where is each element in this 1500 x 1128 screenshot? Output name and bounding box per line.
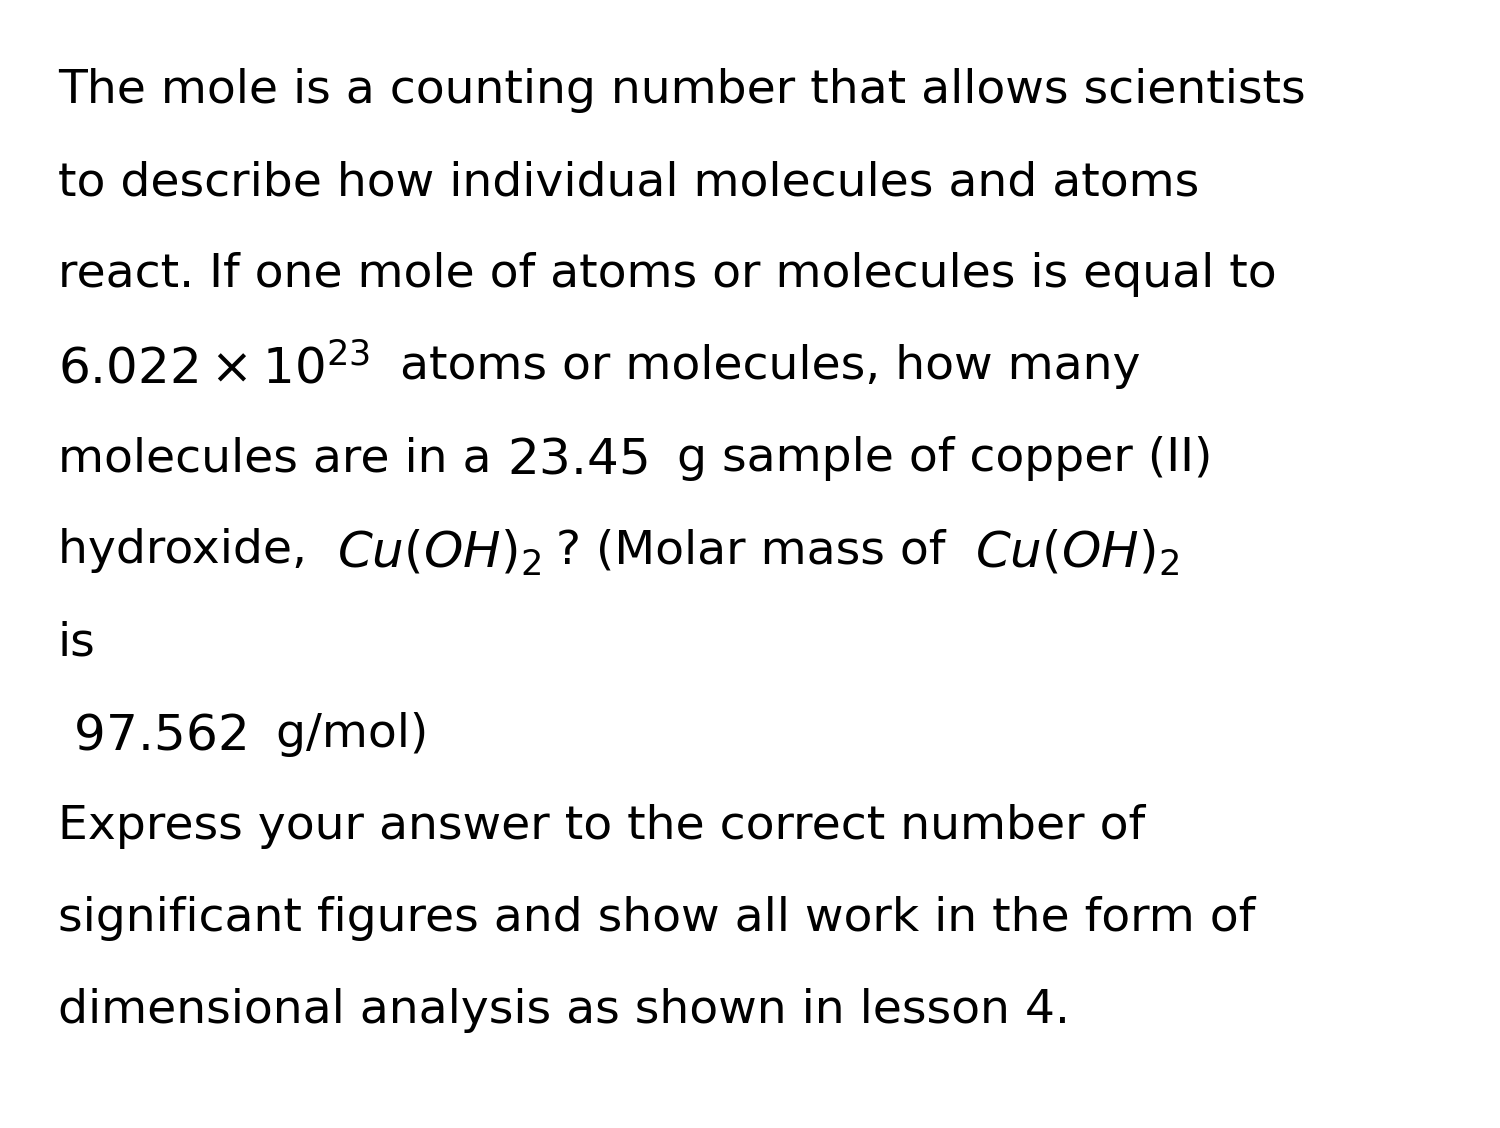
Text: atoms or molecules, how many: atoms or molecules, how many — [370, 344, 1142, 389]
Text: $23.45$: $23.45$ — [507, 437, 646, 484]
Text: react. If one mole of atoms or molecules is equal to: react. If one mole of atoms or molecules… — [58, 252, 1276, 297]
Text: $6.022 \times 10^{23}$: $6.022 \times 10^{23}$ — [58, 344, 370, 393]
Text: molecules are in a: molecules are in a — [58, 437, 507, 481]
Text: Express your answer to the correct number of: Express your answer to the correct numbe… — [58, 804, 1144, 849]
Text: $97.562$: $97.562$ — [58, 712, 246, 760]
Text: The mole is a counting number that allows scientists: The mole is a counting number that allow… — [58, 68, 1305, 113]
Text: to describe how individual molecules and atoms: to describe how individual molecules and… — [58, 160, 1200, 205]
Text: dimensional analysis as shown in lesson 4.: dimensional analysis as shown in lesson … — [58, 988, 1070, 1033]
Text: g sample of copper (II): g sample of copper (II) — [646, 437, 1212, 481]
Text: $Cu(OH)_2$: $Cu(OH)_2$ — [338, 528, 542, 578]
Text: g/mol): g/mol) — [246, 712, 427, 757]
Text: significant figures and show all work in the form of: significant figures and show all work in… — [58, 896, 1256, 941]
Text: ? (Molar mass of: ? (Molar mass of — [542, 528, 975, 573]
Text: is: is — [58, 620, 96, 666]
Text: hydroxide,: hydroxide, — [58, 528, 338, 573]
Text: $Cu(OH)_2$: $Cu(OH)_2$ — [975, 528, 1179, 578]
